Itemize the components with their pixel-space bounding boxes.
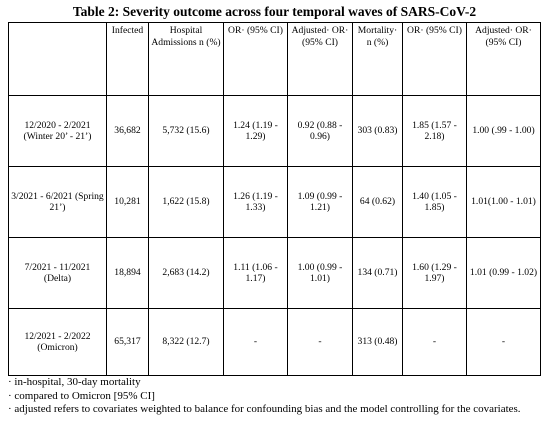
cell-infected: 18,894 (106, 237, 149, 309)
header-cell-period (8, 22, 107, 96)
table-title: Table 2: Severity outcome across four te… (72, 4, 477, 19)
cell-infected: 10,281 (106, 166, 149, 238)
cell-adjusted-or-mortality: 1.01(1.00 - 1.01) (466, 166, 541, 238)
header-cell-or-hospital: OR· (95% CI) (223, 22, 288, 96)
header-cell-adjusted-or-hospital: Adjusted· OR· (95% CI) (287, 22, 353, 96)
cell-or-hospital: 1.11 (1.06 - 1.17) (223, 237, 288, 309)
cell-adjusted-or-mortality: 1.01 (0.99 - 1.02) (466, 237, 541, 309)
footnote-comparison: · compared to Omicron [95% CI] (8, 389, 155, 402)
header-cell-adjusted-or-mortality: Adjusted· OR· (95% CI) (466, 22, 541, 96)
cell-or-hospital: - (223, 308, 288, 376)
cell-adjusted-or-hospital: 0.92 (0.88 - 0.96) (287, 95, 353, 167)
cell-or-mortality: 1.60 (1.29 - 1.97) (402, 237, 467, 309)
table-row: 12/2021 - 2/2022 (Omicron) 65,317 8,322 … (8, 308, 541, 376)
cell-mortality: 303 (0.83) (352, 95, 403, 167)
cell-or-hospital: 1.26 (1.19 - 1.33) (223, 166, 288, 238)
cell-infected: 65,317 (106, 308, 149, 376)
cell-or-mortality: 1.40 (1.05 - 1.85) (402, 166, 467, 238)
cell-mortality: 134 (0.71) (352, 237, 403, 309)
header-cell-hospital-admissions: Hospital Admissions n (%) (148, 22, 224, 96)
cell-infected: 36,682 (106, 95, 149, 167)
cell-adjusted-or-hospital: - (287, 308, 353, 376)
table-row: 7/2021 - 11/2021 (Delta) 18,894 2,683 (1… (8, 237, 541, 309)
cell-hospital-admissions: 2,683 (14.2) (148, 237, 224, 309)
cell-adjusted-or-mortality: - (466, 308, 541, 376)
cell-hospital-admissions: 1,622 (15.8) (148, 166, 224, 238)
footnote-adjusted: · adjusted refers to covariates weighted… (8, 403, 521, 416)
cell-period: 12/2020 - 2/2021 (Winter 20’ - 21’) (8, 95, 107, 167)
cell-adjusted-or-mortality: 1.00 (.99 - 1.00) (466, 95, 541, 167)
cell-mortality: 64 (0.62) (352, 166, 403, 238)
cell-adjusted-or-hospital: 1.00 (0.99 - 1.01) (287, 237, 353, 309)
cell-mortality: 313 (0.48) (352, 308, 403, 376)
header-cell-mortality: Mortality· n (%) (352, 22, 403, 96)
table-footnotes: · in-hospital, 30-day mortality · compar… (8, 376, 543, 417)
table-row: 3/2021 - 6/2021 (Spring 21’) 10,281 1,62… (8, 166, 541, 238)
cell-hospital-admissions: 5,732 (15.6) (148, 95, 224, 167)
cell-or-mortality: 1.85 (1.57 - 2.18) (402, 95, 467, 167)
header-row: Infected Hospital Admissions n (%) OR· (… (8, 22, 541, 96)
cell-period: 3/2021 - 6/2021 (Spring 21’) (8, 166, 107, 238)
cell-or-hospital: 1.24 (1.19 - 1.29) (223, 95, 288, 167)
header-cell-or-mortality: OR· (95% CI) (402, 22, 467, 96)
cell-period: 7/2021 - 11/2021 (Delta) (8, 237, 107, 309)
cell-period: 12/2021 - 2/2022 (Omicron) (8, 308, 107, 376)
severity-table: Infected Hospital Admissions n (%) OR· (… (8, 22, 541, 376)
footnote-mortality: · in-hospital, 30-day mortality (8, 376, 141, 388)
table-row: 12/2020 - 2/2021 (Winter 20’ - 21’) 36,6… (8, 95, 541, 167)
header-cell-infected: Infected (106, 22, 149, 96)
cell-hospital-admissions: 8,322 (12.7) (148, 308, 224, 376)
cell-or-mortality: - (402, 308, 467, 376)
cell-adjusted-or-hospital: 1.09 (0.99 - 1.21) (287, 166, 353, 238)
